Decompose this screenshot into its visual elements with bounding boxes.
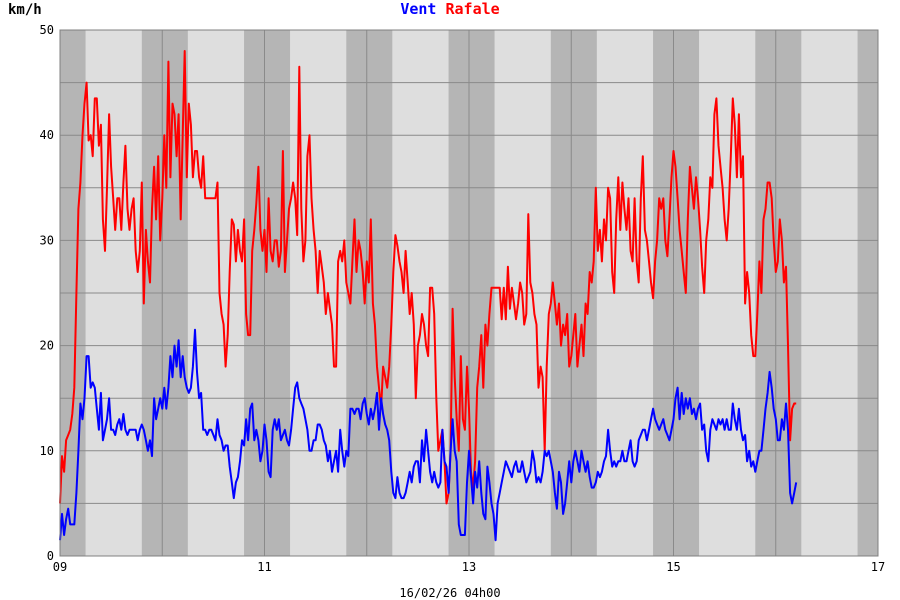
legend-wind: Vent (400, 0, 436, 18)
series-lines (59, 50, 798, 542)
legend-gust: Rafale (445, 0, 499, 18)
y-tick-label: 50 (40, 23, 54, 37)
y-tick-label: 30 (40, 233, 54, 247)
legend-separator (436, 0, 445, 18)
series-line-rafale (59, 50, 797, 505)
y-tick-label: 20 (40, 339, 54, 353)
series-line-vent (59, 328, 798, 542)
axes: 0 10 20 30 40 50 09 11 13 15 17 (40, 23, 886, 574)
y-tick-label: 40 (40, 128, 54, 142)
x-tick-label: 15 (666, 560, 680, 574)
x-tick-label: 17 (871, 560, 885, 574)
x-axis-caption: 16/02/26 04h00 (399, 586, 500, 600)
x-tick-label: 13 (462, 560, 476, 574)
x-tick-label: 09 (53, 560, 67, 574)
plot-frame (59, 29, 879, 557)
y-tick-label: 0 (47, 549, 54, 563)
grid-lines (59, 29, 879, 557)
y-tick-label: 10 (40, 444, 54, 458)
legend-title: Vent Rafale (400, 0, 499, 18)
y-axis-unit: km/h (8, 2, 42, 18)
x-tick-label: 11 (257, 560, 271, 574)
